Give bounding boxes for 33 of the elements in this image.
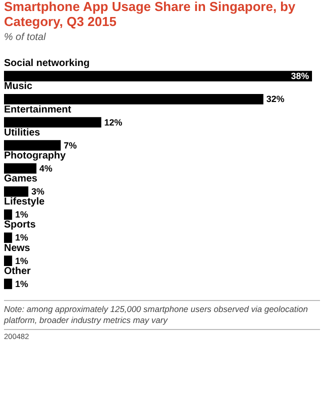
y-tick-label: Music [4, 81, 33, 92]
y-tick-label: News [4, 242, 31, 254]
bar [4, 209, 12, 220]
bar [4, 163, 36, 174]
bar [4, 256, 12, 266]
y-tick-label: Sports [4, 220, 36, 231]
bar [4, 70, 312, 82]
y-tick-label: Utilities [4, 127, 41, 138]
y-tick-label: Games [4, 174, 38, 185]
bar [4, 140, 61, 151]
data-label: 4% [39, 163, 52, 174]
bar [4, 278, 12, 290]
y-tick-label: Lifestyle [4, 196, 46, 208]
y-tick-label: Photography [4, 150, 66, 162]
data-label: 12% [104, 117, 122, 128]
bar [4, 186, 28, 197]
y-tick-label: Other [4, 266, 31, 277]
chart-title: Smartphone App Usage Share in Singapore, by Category, Q3 2015 [4, 0, 296, 30]
data-label: 38% [290, 71, 309, 82]
bar [4, 94, 264, 104]
data-label: 1% [15, 278, 28, 289]
data-label: 1% [15, 232, 28, 243]
data-label: 1% [15, 256, 28, 266]
y-tick-label: Social networking [4, 58, 90, 70]
data-label: 7% [64, 140, 77, 150]
data-label: 1% [15, 210, 28, 220]
chart-subtitle: % of total [4, 32, 46, 44]
y-tick-label: Entertainment [4, 104, 72, 116]
bar [4, 117, 102, 128]
data-label: 3% [31, 186, 44, 197]
text: Note: among approximately 125,000 smartphone users observed via geolocation platform, broader industry metrics may vary [4, 300, 320, 326]
bar [4, 232, 12, 243]
data-label: 32% [266, 94, 284, 104]
